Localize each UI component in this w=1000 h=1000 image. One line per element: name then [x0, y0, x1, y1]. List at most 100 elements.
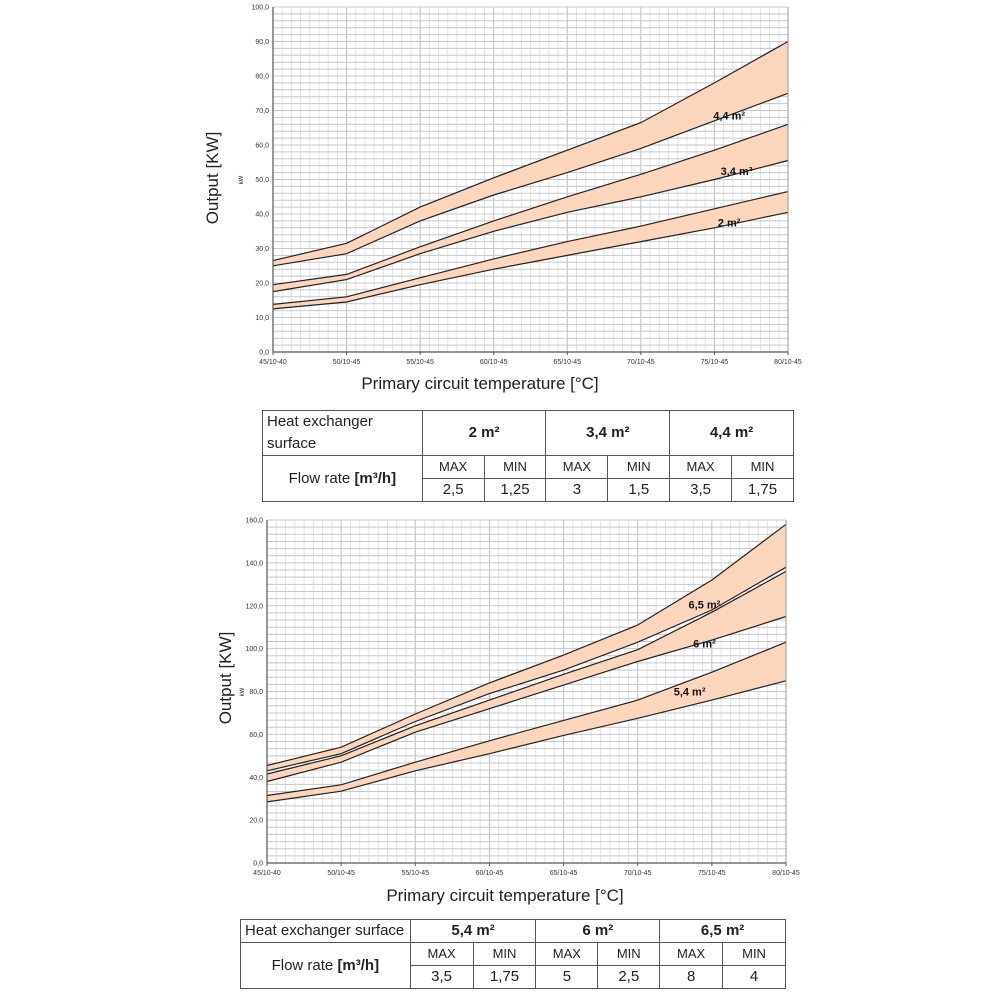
min-header: MIN: [607, 455, 671, 479]
chart-2-x-axis-title: Primary circuit temperature [°C]: [386, 886, 623, 905]
series-label: 5,4 m²: [674, 687, 706, 699]
surface-header: 6,5 m²: [659, 919, 786, 943]
flow-rate-label: Flow rate [m³/h]: [240, 942, 411, 989]
y-tick-label: 120,0: [245, 603, 263, 610]
x-tick-label: 60/10-45: [480, 359, 508, 366]
flow-value: 2,5: [421, 478, 485, 502]
y-tick-label: 0,0: [253, 861, 263, 868]
flow-value: 1,25: [483, 478, 547, 502]
flow-rate-unit: [m³/h]: [337, 956, 380, 974]
y-tick-label: 30,0: [255, 246, 269, 253]
y-tick-label: 100,0: [245, 646, 263, 653]
x-tick-label: 75/10-45: [698, 870, 726, 877]
chart-1: 2 m² 3,4 m² 4,4 m² 0,0 10,0 20,0 30,0 40,0 50,0…: [203, 5, 802, 394]
y-tick-label: 60,0: [249, 732, 263, 739]
y-tick-label: 40,0: [255, 212, 269, 219]
y-tick-label: 80,0: [255, 74, 269, 81]
flow-value: 8: [659, 965, 724, 989]
surface-header: 4,4 m²: [669, 410, 794, 456]
series-label: 2 m²: [718, 218, 741, 230]
x-tick-label: 80/10-45: [772, 870, 800, 877]
surface-header: 2 m²: [421, 410, 547, 456]
max-header: MAX: [659, 942, 724, 966]
max-header: MAX: [669, 455, 733, 479]
surface-header: 5,4 m²: [409, 919, 537, 943]
chart-1-y-axis-title: Output [KW]: [203, 132, 222, 225]
x-tick-label: 45/10-40: [259, 359, 287, 366]
table-row: Flow rate [m³/h] MAX MIN MAX MIN MAX MIN: [240, 942, 786, 989]
table-row: Heat exchanger surface 2 m² 3,4 m² 4,4 m…: [262, 410, 794, 456]
heat-exchanger-surface-label: Heat exchanger surface: [240, 919, 411, 943]
flow-value: 3,5: [669, 478, 733, 502]
y-tick-label: 140,0: [245, 560, 263, 567]
y-tick-label: 60,0: [255, 143, 269, 150]
y-tick-label: 70,0: [255, 108, 269, 115]
chart-1-x-axis-title: Primary circuit temperature [°C]: [361, 374, 598, 393]
x-tick-label: 55/10-45: [401, 870, 429, 877]
series-label: 4,4 m²: [713, 111, 745, 123]
x-tick-label: 55/10-45: [406, 359, 434, 366]
max-header: MAX: [421, 455, 485, 479]
x-tick-label: 45/10-40: [253, 870, 281, 877]
max-header: MAX: [535, 942, 599, 966]
x-tick-label: 70/10-45: [624, 870, 652, 877]
min-header: MIN: [597, 942, 661, 966]
flow-value: 1,75: [731, 478, 794, 502]
x-tick-label: 65/10-45: [553, 359, 581, 366]
chart-2-y-axis-title: Output [KW]: [216, 632, 235, 725]
chart-2: 5,4 m² 6 m² 6,5 m² 0,0 20,0 40,0 60,0 80,0 100,…: [216, 518, 800, 906]
heat-exchanger-surface-label: Heat exchanger surface: [262, 410, 423, 456]
max-header: MAX: [409, 942, 474, 966]
x-tick-label: 50/10-45: [327, 870, 355, 877]
series-max-line: [272, 123, 789, 286]
flow-rate-label: Flow rate [m³/h]: [262, 455, 423, 502]
y-tick-label: 90,0: [255, 39, 269, 46]
series-max-line: [266, 523, 787, 767]
series-min-line: [272, 211, 789, 310]
y-tick-label: 20,0: [249, 818, 263, 825]
flow-value: 3: [545, 478, 609, 502]
series-max-line: [266, 570, 787, 775]
max-header: MAX: [545, 455, 609, 479]
chart-2-y-axis-unit: kW: [240, 687, 246, 696]
min-header: MIN: [483, 455, 547, 479]
y-tick-label: 10,0: [255, 315, 269, 322]
flow-value: 4: [722, 965, 786, 989]
min-header: MIN: [731, 455, 794, 479]
series-label: 3,4 m²: [721, 166, 753, 178]
series-max-line: [272, 191, 789, 305]
series-min-line: [266, 680, 787, 803]
min-header: MIN: [722, 942, 786, 966]
flow-rate-table-1: Heat exchanger surface 2 m² 3,4 m² 4,4 m…: [262, 410, 794, 502]
x-tick-label: 70/10-45: [627, 359, 655, 366]
y-tick-label: 160,0: [245, 518, 263, 525]
y-tick-label: 80,0: [249, 689, 263, 696]
flow-value: 5: [535, 965, 599, 989]
series-min-line: [266, 615, 787, 783]
flow-value: 1,75: [472, 965, 537, 989]
table-row: 3,5 1,75 5 2,5 8 4: [241, 965, 786, 989]
series-max-line: [272, 40, 789, 262]
series-max-line: [266, 641, 787, 797]
x-tick-label: 60/10-45: [476, 870, 504, 877]
y-tick-label: 100,0: [251, 5, 269, 12]
min-header: MIN: [472, 942, 537, 966]
table-row: Flow rate [m³/h] MAX MIN MAX MIN MAX MIN: [262, 455, 794, 502]
series-label: 6,5 m²: [689, 600, 721, 612]
flow-value: 3,5: [409, 965, 474, 989]
x-tick-label: 80/10-45: [774, 359, 802, 366]
surface-header: 3,4 m²: [545, 410, 671, 456]
flow-value: 2,5: [597, 965, 661, 989]
flow-value: 1,5: [607, 478, 671, 502]
series-min-line: [272, 159, 789, 293]
y-tick-label: 50,0: [255, 177, 269, 184]
flow-rate-table-2: Heat exchanger surface 5,4 m² 6 m² 6,5 m…: [240, 919, 786, 989]
x-tick-label: 75/10-45: [701, 359, 729, 366]
surface-header: 6 m²: [535, 919, 661, 943]
flow-rate-unit: [m³/h]: [354, 469, 397, 487]
series-min-line: [272, 92, 789, 267]
table-row: Heat exchanger surface 5,4 m² 6 m² 6,5 m…: [240, 919, 786, 943]
flow-rate-text: Flow rate: [288, 469, 351, 487]
series-label: 6 m²: [693, 638, 716, 650]
y-tick-label: 0,0: [259, 350, 269, 357]
